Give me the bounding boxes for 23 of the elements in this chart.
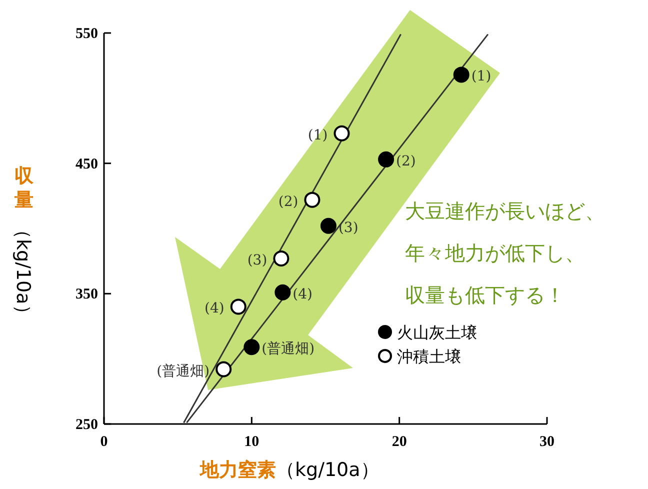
annotation: 収量も低下する！ <box>405 283 565 307</box>
y-tick-label: 550 <box>76 26 98 42</box>
annotation: (普通畑) <box>156 362 210 380</box>
annotation: (3) <box>247 252 268 268</box>
y-tick-label: 350 <box>76 286 98 303</box>
x-tick-label: 10 <box>244 434 260 450</box>
annotation: (2) <box>396 153 416 170</box>
y-axis-title: 収量（kg/10a） <box>12 165 34 324</box>
annotation: 年々地力が低下し、 <box>405 241 585 265</box>
annotation: 大豆連作が長いほど、 <box>405 199 605 223</box>
legend-label: 沖積土壌 <box>397 347 461 366</box>
y-tick-label: 450 <box>76 156 98 172</box>
annotation: (4) <box>204 300 224 317</box>
x-tick-label: 30 <box>540 434 554 450</box>
x-axis-title: 地力窒素（kg/10a） <box>199 459 380 481</box>
annotation: (4) <box>292 286 313 302</box>
x-tick-label: 20 <box>392 434 407 450</box>
annotation: (普通畑) <box>262 340 315 358</box>
y-tick-label: 250 <box>76 417 98 433</box>
x-tick-label: 0 <box>100 434 108 450</box>
annotation: (1) <box>471 68 492 85</box>
legend-label: 火山灰土壌 <box>397 323 477 342</box>
annotation: (2) <box>278 194 298 210</box>
